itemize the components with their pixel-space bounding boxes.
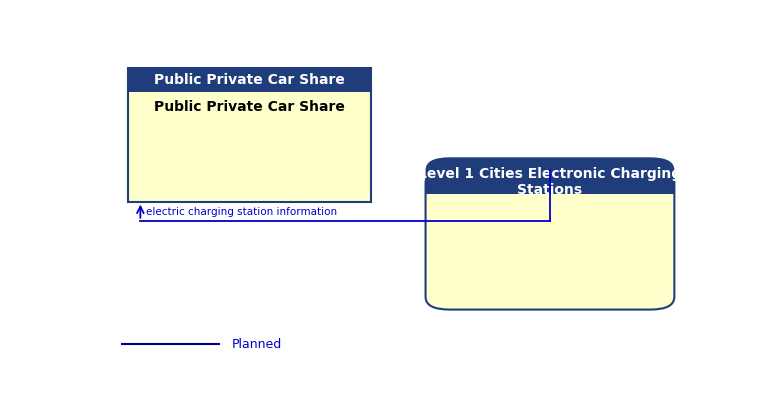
FancyBboxPatch shape — [426, 157, 674, 194]
Text: Planned: Planned — [232, 338, 282, 351]
Bar — [128, 68, 371, 202]
Text: Public Private Car Share: Public Private Car Share — [154, 100, 345, 114]
Bar — [426, 183, 674, 194]
Text: Public Private Car Share: Public Private Car Share — [154, 73, 345, 87]
Text: electric charging station information: electric charging station information — [146, 207, 337, 217]
Text: Level 1 Cities Electronic Charging
Stations: Level 1 Cities Electronic Charging Stati… — [418, 167, 681, 197]
FancyBboxPatch shape — [426, 170, 674, 309]
Bar — [128, 68, 371, 92]
